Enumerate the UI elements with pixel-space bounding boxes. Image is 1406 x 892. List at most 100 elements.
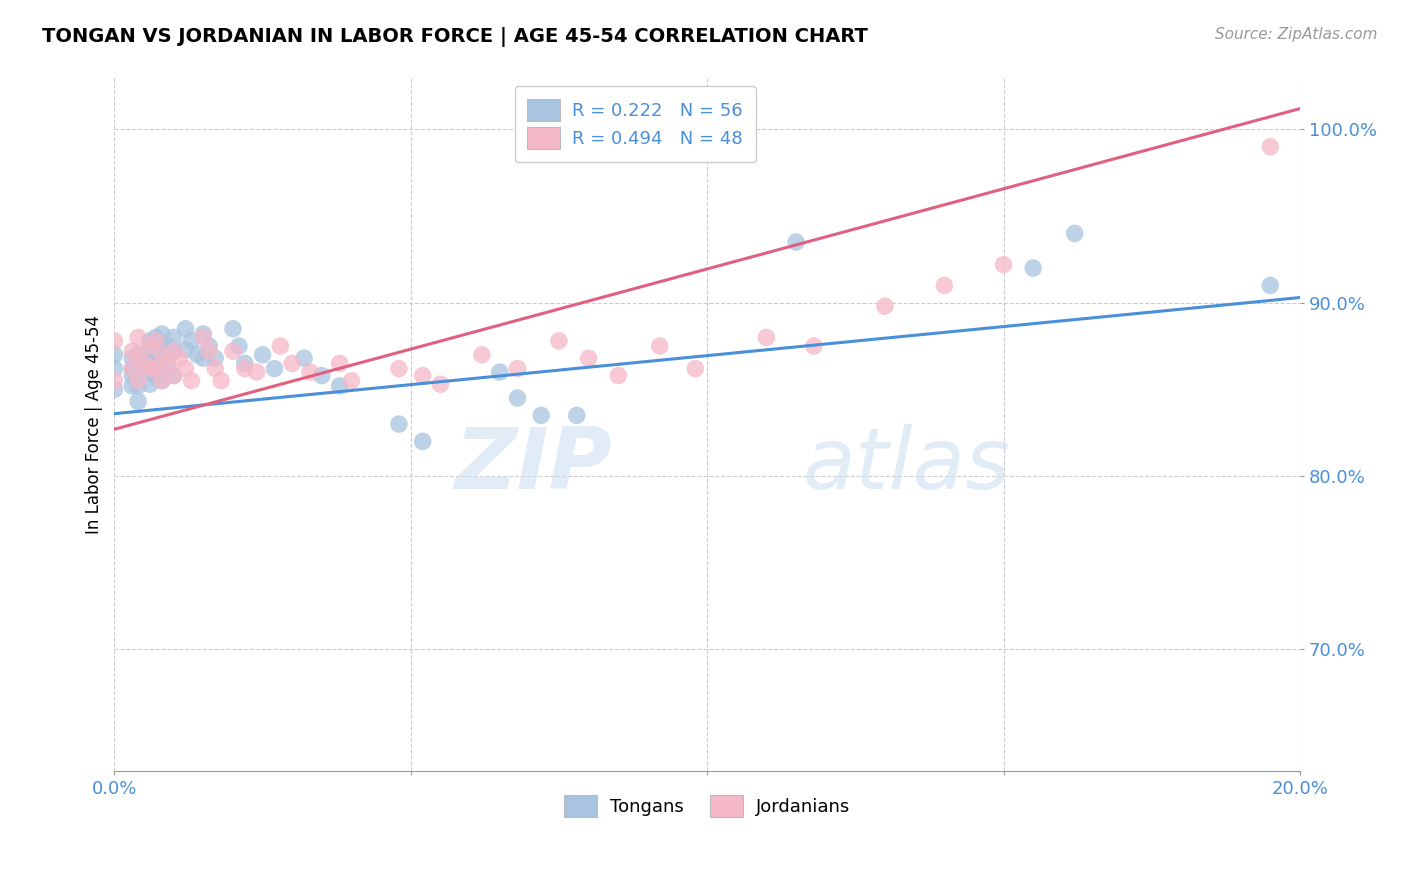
Point	[329, 356, 352, 370]
Point	[121, 361, 143, 376]
Point	[150, 326, 173, 341]
Point	[204, 361, 226, 376]
Point	[471, 348, 494, 362]
Point	[204, 351, 226, 366]
Point	[1258, 278, 1281, 293]
Point	[388, 417, 411, 431]
Point	[139, 339, 162, 353]
Point	[150, 337, 173, 351]
Text: atlas: atlas	[801, 425, 1010, 508]
Text: Source: ZipAtlas.com: Source: ZipAtlas.com	[1215, 27, 1378, 42]
Point	[548, 334, 571, 348]
Point	[121, 344, 143, 359]
Point	[193, 330, 215, 344]
Point	[121, 379, 143, 393]
Point	[198, 344, 221, 359]
Text: TONGAN VS JORDANIAN IN LABOR FORCE | AGE 45-54 CORRELATION CHART: TONGAN VS JORDANIAN IN LABOR FORCE | AGE…	[42, 27, 868, 46]
Point	[565, 409, 588, 423]
Point	[103, 374, 125, 388]
Point	[127, 330, 149, 344]
Point	[198, 339, 221, 353]
Point	[139, 343, 162, 357]
Point	[174, 343, 197, 357]
Point	[340, 374, 363, 388]
Point	[127, 374, 149, 388]
Point	[121, 361, 143, 376]
Point	[132, 356, 155, 370]
Point	[163, 368, 186, 383]
Point	[388, 361, 411, 376]
Point	[578, 351, 600, 366]
Point	[150, 374, 173, 388]
Point	[209, 374, 232, 388]
Point	[139, 377, 162, 392]
Point	[263, 361, 285, 376]
Point	[252, 348, 274, 362]
Point	[228, 339, 250, 353]
Point	[174, 361, 197, 376]
Point	[139, 365, 162, 379]
Point	[127, 356, 149, 370]
Point	[488, 365, 510, 379]
Point	[103, 383, 125, 397]
Point	[193, 351, 215, 366]
Point	[139, 334, 162, 348]
Point	[803, 339, 825, 353]
Point	[169, 351, 191, 366]
Point	[233, 356, 256, 370]
Point	[150, 348, 173, 362]
Point	[103, 361, 125, 376]
Point	[127, 379, 149, 393]
Point	[127, 394, 149, 409]
Point	[145, 334, 167, 348]
Point	[163, 344, 186, 359]
Point	[412, 434, 434, 449]
Point	[1022, 261, 1045, 276]
Y-axis label: In Labor Force | Age 45-54: In Labor Force | Age 45-54	[86, 315, 103, 533]
Point	[246, 365, 269, 379]
Point	[506, 391, 529, 405]
Point	[121, 351, 143, 366]
Point	[139, 361, 162, 376]
Point	[150, 374, 173, 388]
Point	[121, 368, 143, 383]
Point	[127, 365, 149, 379]
Point	[269, 339, 291, 353]
Point	[412, 368, 434, 383]
Point	[163, 368, 186, 383]
Point	[329, 379, 352, 393]
Point	[685, 361, 707, 376]
Point	[530, 409, 553, 423]
Point	[156, 339, 179, 353]
Point	[103, 348, 125, 362]
Text: ZIP: ZIP	[454, 425, 613, 508]
Point	[180, 374, 202, 388]
Point	[174, 322, 197, 336]
Point	[785, 235, 807, 249]
Point	[103, 334, 125, 348]
Point	[873, 299, 896, 313]
Point	[607, 368, 630, 383]
Point	[1063, 227, 1085, 241]
Point	[648, 339, 671, 353]
Point	[281, 356, 304, 370]
Legend: Tongans, Jordanians: Tongans, Jordanians	[557, 788, 858, 824]
Point	[156, 356, 179, 370]
Point	[755, 330, 778, 344]
Point	[145, 330, 167, 344]
Point	[292, 351, 315, 366]
Point	[127, 348, 149, 362]
Point	[163, 330, 186, 344]
Point	[150, 351, 173, 366]
Point	[139, 353, 162, 368]
Point	[127, 348, 149, 362]
Point	[506, 361, 529, 376]
Point	[222, 344, 245, 359]
Point	[233, 361, 256, 376]
Point	[156, 361, 179, 376]
Point	[311, 368, 333, 383]
Point	[145, 370, 167, 384]
Point	[145, 356, 167, 370]
Point	[298, 365, 321, 379]
Point	[934, 278, 956, 293]
